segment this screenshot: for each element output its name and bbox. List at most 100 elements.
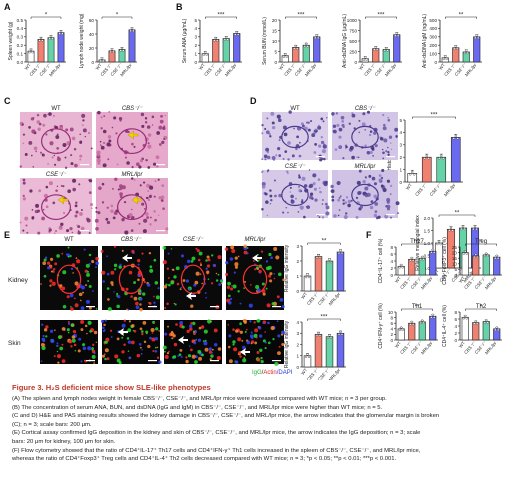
tissue-cell [123,201,127,204]
tissue-cell [166,267,170,270]
tissue-cell [265,130,270,135]
data-point [483,254,486,258]
tissue-cell [395,201,400,206]
tissue-cell [242,358,247,363]
y-tick-label: 4 [399,130,402,135]
tissue-cell [261,171,263,174]
tissue-cell [274,194,277,198]
tissue-cell [48,112,52,116]
tissue-cell [167,277,170,279]
x-tick-label: WT [300,367,308,376]
tissue-cell [213,343,218,347]
tissue-cell [104,329,106,331]
panel-letter: F [366,230,372,240]
tissue-cell [366,110,370,114]
bar [482,254,490,276]
y-tick-label: 6 [390,252,393,257]
scale-bar [156,230,165,232]
data-point [223,38,226,41]
tissue-cell [373,213,378,218]
data-point [394,34,397,37]
data-point [475,227,478,231]
y-tick-label: 0 [390,338,393,343]
data-point [400,263,403,267]
significance-bracket [285,16,317,19]
chart-title: Th17 [410,239,424,245]
tissue-cell [19,165,22,168]
y-tick-label: 100 [429,51,437,56]
tissue-cell [31,216,35,220]
tissue-cell [265,200,269,204]
data-point [483,321,486,324]
data-point [398,328,401,332]
tissue-cell [205,267,208,270]
y-tick-label: 3 [296,331,299,336]
significance-bracket [465,243,497,246]
image-background [262,170,328,218]
data-point [433,251,436,254]
tissue-cell [131,249,135,254]
tissue-cell [69,227,73,231]
tissue-cell [265,147,270,152]
data-point [214,36,217,40]
tissue-cell [151,332,154,334]
y-tick-label: 0 [194,60,197,65]
tissue-cell [30,154,33,157]
y-tick-label: 0 [91,60,94,65]
y-tick-label: 1 [399,167,402,172]
scale-bar [272,360,281,362]
tissue-cell [362,112,366,116]
tissue-cell [166,352,170,355]
tissue-cell [256,351,260,354]
glomerulus [180,264,206,294]
data-point [364,56,367,59]
caption-line: (E) Cortical assay confirmed IgG deposit… [12,430,421,437]
tissue-cell [364,193,369,198]
tissue-cell [60,184,63,188]
tissue-cell [82,343,86,347]
tissue-cell [107,158,110,161]
tissue-cell [45,205,49,209]
tissue-cell [287,211,289,214]
tissue-cell [218,283,222,286]
data-point [477,36,480,40]
image-label: WT [290,106,300,112]
tissue-cell [171,337,174,340]
tissue-cell [142,292,146,296]
tissue-cell [40,343,45,347]
data-point [294,44,297,48]
tissue-cell [80,306,85,311]
tissue-cell [216,356,221,361]
tissue-cell [266,303,271,308]
tissue-cell [302,124,305,128]
tissue-cell [56,133,59,136]
data-point [410,256,413,260]
tissue-cell [45,133,48,136]
tissue-cell [100,127,103,130]
tissue-cell [318,187,321,189]
tissue-cell [159,119,164,124]
tissue-cell [162,207,165,210]
tissue-cell [154,281,159,285]
significance-label: ** [455,211,460,217]
tissue-cell [40,360,43,363]
tissue-cell [364,144,367,148]
tissue-cell [299,205,304,210]
data-point [409,259,412,262]
data-point [41,39,44,42]
tissue-cell [77,349,81,353]
tissue-cell [276,320,279,323]
tissue-cell [204,347,209,352]
tissue-cell [50,339,55,344]
tissue-cell [232,328,235,331]
y-tick-label: 2 [296,259,299,264]
tissue-cell [271,156,276,160]
tissue-cell [212,263,216,267]
bar [222,38,230,63]
tissue-cell [355,196,359,200]
tissue-cell [79,154,83,158]
data-point [328,334,331,337]
glomerulus [116,128,147,155]
tissue-cell [289,191,291,193]
